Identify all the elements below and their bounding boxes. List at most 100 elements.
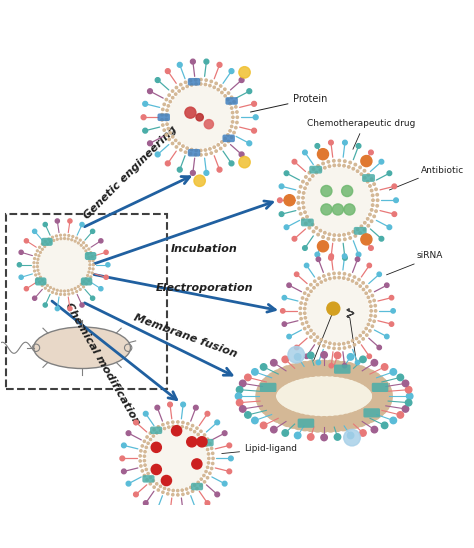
Circle shape <box>370 310 373 312</box>
Circle shape <box>44 282 46 284</box>
Circle shape <box>228 456 233 461</box>
Circle shape <box>239 78 244 83</box>
Circle shape <box>167 105 170 107</box>
Circle shape <box>92 268 94 270</box>
Circle shape <box>172 136 174 138</box>
Circle shape <box>227 469 232 473</box>
Circle shape <box>168 94 170 96</box>
Circle shape <box>260 422 267 429</box>
Circle shape <box>274 375 286 386</box>
Circle shape <box>299 307 301 310</box>
Circle shape <box>162 424 164 426</box>
Circle shape <box>282 430 289 436</box>
Circle shape <box>231 111 234 114</box>
Circle shape <box>92 264 94 266</box>
Circle shape <box>324 416 336 429</box>
Circle shape <box>333 347 335 350</box>
Circle shape <box>343 140 347 145</box>
Circle shape <box>230 125 233 128</box>
Circle shape <box>229 130 231 132</box>
Circle shape <box>284 225 289 230</box>
Circle shape <box>303 307 306 310</box>
Circle shape <box>163 103 165 106</box>
Circle shape <box>239 380 246 387</box>
Circle shape <box>231 121 234 123</box>
Circle shape <box>391 309 395 313</box>
Circle shape <box>284 171 289 175</box>
Circle shape <box>68 235 70 236</box>
Circle shape <box>191 490 194 492</box>
Circle shape <box>362 288 365 290</box>
Circle shape <box>287 364 299 376</box>
Circle shape <box>327 302 340 315</box>
Circle shape <box>338 272 340 275</box>
Circle shape <box>377 272 382 277</box>
Circle shape <box>200 150 202 152</box>
Circle shape <box>120 456 125 461</box>
Circle shape <box>19 275 23 279</box>
Circle shape <box>165 99 167 101</box>
Circle shape <box>319 169 322 171</box>
Circle shape <box>353 344 356 346</box>
Circle shape <box>144 464 146 466</box>
Circle shape <box>379 384 391 396</box>
FancyBboxPatch shape <box>364 408 380 418</box>
Circle shape <box>259 399 271 412</box>
Circle shape <box>375 402 387 414</box>
Circle shape <box>318 416 330 429</box>
Circle shape <box>343 342 345 345</box>
Circle shape <box>363 375 374 386</box>
Circle shape <box>343 233 345 236</box>
Circle shape <box>162 109 164 111</box>
Circle shape <box>191 84 193 86</box>
Circle shape <box>333 238 335 241</box>
Circle shape <box>161 476 172 486</box>
Circle shape <box>219 147 222 150</box>
Circle shape <box>376 199 379 202</box>
Circle shape <box>367 225 370 227</box>
Circle shape <box>365 403 378 415</box>
Circle shape <box>182 421 184 424</box>
Circle shape <box>384 283 389 288</box>
Circle shape <box>85 245 87 247</box>
Circle shape <box>169 87 230 148</box>
Circle shape <box>60 290 62 292</box>
FancyBboxPatch shape <box>354 227 366 235</box>
Circle shape <box>303 292 306 294</box>
Circle shape <box>344 429 360 446</box>
Circle shape <box>149 476 152 478</box>
Circle shape <box>165 161 170 166</box>
Circle shape <box>365 377 378 389</box>
Circle shape <box>185 426 188 429</box>
Circle shape <box>147 472 149 475</box>
Circle shape <box>191 425 194 427</box>
Circle shape <box>302 150 307 155</box>
Circle shape <box>126 431 131 436</box>
Circle shape <box>80 283 82 286</box>
Circle shape <box>38 273 40 275</box>
Circle shape <box>168 510 173 515</box>
Circle shape <box>373 299 375 302</box>
Circle shape <box>333 159 335 162</box>
Circle shape <box>325 420 337 432</box>
Circle shape <box>172 489 174 492</box>
Circle shape <box>314 339 316 342</box>
Circle shape <box>64 238 65 239</box>
Circle shape <box>304 303 307 305</box>
Circle shape <box>48 289 50 292</box>
Circle shape <box>211 452 214 454</box>
Circle shape <box>340 414 352 426</box>
Circle shape <box>85 250 87 252</box>
Circle shape <box>268 408 280 420</box>
Circle shape <box>333 277 336 279</box>
Circle shape <box>194 175 205 186</box>
Circle shape <box>354 163 356 166</box>
Circle shape <box>335 415 347 427</box>
Circle shape <box>215 492 219 496</box>
Circle shape <box>200 430 202 432</box>
Circle shape <box>306 168 370 232</box>
Circle shape <box>217 62 222 67</box>
Circle shape <box>159 429 162 432</box>
Circle shape <box>294 353 301 360</box>
Circle shape <box>104 250 108 254</box>
